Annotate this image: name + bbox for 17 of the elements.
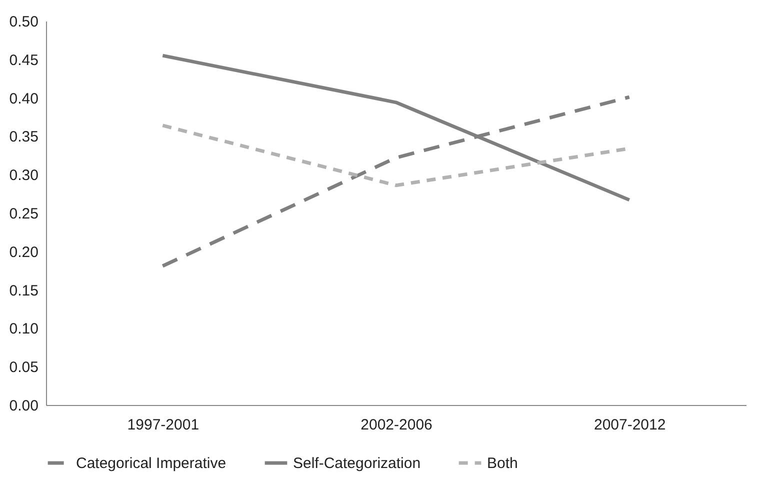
y-tick-label: 0.40 — [9, 90, 38, 108]
x-tick-label: 1997-2001 — [127, 416, 200, 434]
y-tick-label: 0.30 — [9, 167, 38, 184]
y-tick-label: 0.25 — [9, 206, 38, 222]
y-tick-label: 0.15 — [9, 282, 38, 300]
legend-label: Categorical Imperative — [76, 455, 226, 472]
y-tick-label: 0.05 — [9, 359, 38, 376]
y-tick-label: 0.20 — [9, 244, 38, 261]
y-tick-label: 0.35 — [9, 128, 38, 146]
y-tick-label: 0.00 — [9, 398, 38, 414]
x-tick-label: 2002-2006 — [360, 416, 432, 434]
x-tick-label: 2007-2012 — [594, 416, 666, 434]
legend-label: Both — [487, 455, 518, 472]
y-tick-label: 0.45 — [9, 52, 38, 69]
legend-label: Self-Categorization — [293, 455, 421, 472]
y-tick-label: 0.50 — [9, 14, 38, 30]
y-tick-label: 0.10 — [9, 320, 38, 338]
